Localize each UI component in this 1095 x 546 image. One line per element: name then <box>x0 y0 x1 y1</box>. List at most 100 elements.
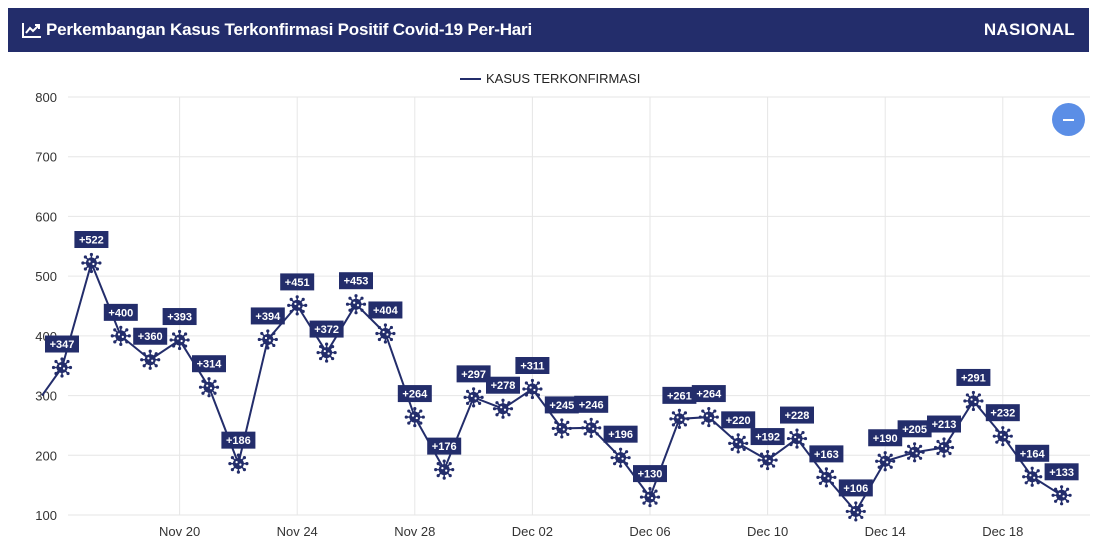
data-label: +314 <box>197 359 223 371</box>
virus-spike-tip <box>610 456 614 460</box>
virus-spike-tip <box>759 452 764 456</box>
virus-spike-tip <box>860 503 864 508</box>
virus-spike-tip <box>833 475 837 479</box>
virus-dot <box>709 416 712 420</box>
virus-icon <box>81 252 102 274</box>
virus-body <box>909 446 921 458</box>
virus-dot <box>62 367 66 370</box>
virus-spike-tip <box>301 297 305 301</box>
virus-spike-tip <box>1007 428 1011 432</box>
virus-spike-tip <box>360 296 364 300</box>
virus-spike-tip <box>1001 426 1005 430</box>
virus-spike-tip <box>757 458 761 462</box>
virus-icon <box>698 406 719 428</box>
virus-spike-tip <box>442 459 446 463</box>
virus-dot <box>944 447 948 450</box>
virus-dot <box>915 452 918 455</box>
virus-spike-tip <box>1009 434 1013 438</box>
virus-icon <box>581 417 602 438</box>
virus-spike-tip <box>362 302 367 306</box>
virus-spike-tip <box>566 420 570 425</box>
virus-spike-tip <box>125 328 129 332</box>
virus-spike-tip <box>66 359 70 364</box>
virus-spike-tip <box>948 439 952 444</box>
virus-body <box>879 455 891 467</box>
virus-spike-tip <box>648 486 652 491</box>
data-label: +261 <box>667 390 692 402</box>
virus-spike-tip <box>583 420 587 424</box>
virus-spike-tip <box>407 409 411 413</box>
virus-spike-tip <box>272 343 276 348</box>
virus-spike-tip <box>89 252 93 257</box>
data-label: +404 <box>373 305 399 317</box>
virus-spike-tip <box>154 364 158 368</box>
virus-spike-tip <box>142 364 146 368</box>
virus-spike-tip <box>201 379 205 383</box>
data-label-box <box>192 355 226 373</box>
virus-body <box>1056 489 1068 501</box>
virus-spike-tip <box>536 393 541 397</box>
data-label: +130 <box>638 469 663 481</box>
virus-spike-tip <box>325 359 329 363</box>
virus-spike-tip <box>304 303 308 308</box>
virus-spike-tip <box>824 467 828 471</box>
virus-spike-tip <box>1066 499 1070 503</box>
virus-dot <box>503 408 507 411</box>
virus-body <box>703 411 715 423</box>
virus-icon <box>110 325 131 346</box>
virus-dot <box>239 463 242 466</box>
virus-spike-tip <box>230 456 234 460</box>
virus-spike-tip <box>404 415 408 419</box>
data-label: +400 <box>108 307 133 319</box>
virus-spike-tip <box>789 442 793 447</box>
virus-dot <box>327 352 330 355</box>
virus-spike-tip <box>98 261 102 265</box>
virus-spike-tip <box>51 365 56 370</box>
virus-spike-tip <box>795 445 799 449</box>
virus-spike-tip <box>392 331 396 336</box>
region-label: NASIONAL <box>983 20 1075 39</box>
data-label: +453 <box>344 276 369 288</box>
virus-spike-tip <box>906 456 911 460</box>
virus-spike-tip <box>377 337 381 342</box>
virus-dot <box>92 262 95 266</box>
virus-icon <box>669 408 690 429</box>
virus-spike-tip <box>1066 487 1070 491</box>
collapse-toggle-button[interactable] <box>1052 103 1085 136</box>
virus-spike-tip <box>95 255 100 259</box>
virus-spike-tip <box>501 398 505 402</box>
y-tick-label: 300 <box>35 389 57 404</box>
data-label-box <box>662 386 697 404</box>
virus-spike-tip <box>862 509 866 514</box>
virus-icon <box>639 486 661 508</box>
y-tick-label: 200 <box>35 448 57 463</box>
data-label: +522 <box>79 235 104 247</box>
data-label: +232 <box>990 408 1015 420</box>
series-line <box>41 259 1063 514</box>
virus-spike-tip <box>589 434 593 438</box>
data-label-box <box>1015 444 1050 462</box>
x-tick-label: Nov 28 <box>394 524 435 539</box>
data-label-box <box>221 431 256 449</box>
virus-spike-tip <box>745 441 749 445</box>
virus-spike-tip <box>595 432 599 436</box>
virus-spike-tip <box>530 395 534 400</box>
virus-body <box>820 471 832 483</box>
virus-spike-tip <box>875 459 879 463</box>
virus-spike-tip <box>906 444 911 448</box>
data-label: +164 <box>1020 448 1046 460</box>
virus-spike-tip <box>848 503 852 508</box>
virus-dot <box>470 394 473 397</box>
virus-spike-tip <box>522 387 526 391</box>
virus-dot <box>117 333 121 336</box>
virus-spike-tip <box>478 389 482 393</box>
data-label-box <box>956 368 991 386</box>
virus-spike-tip <box>389 325 394 330</box>
virus-spike-tip <box>119 325 123 329</box>
virus-body <box>615 452 627 464</box>
virus-spike-tip <box>1022 475 1026 479</box>
virus-body <box>115 330 127 342</box>
virus-icon <box>904 442 925 463</box>
virus-dot <box>386 333 389 336</box>
data-label-box <box>868 429 903 447</box>
